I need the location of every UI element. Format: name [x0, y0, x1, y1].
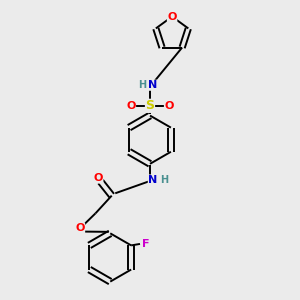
Text: O: O: [167, 12, 177, 22]
Text: H: H: [160, 175, 168, 185]
Text: O: O: [164, 101, 174, 111]
Text: H: H: [139, 80, 147, 90]
Text: S: S: [146, 99, 154, 112]
Text: O: O: [126, 101, 136, 111]
Text: N: N: [148, 175, 158, 185]
Text: O: O: [94, 173, 103, 183]
Text: O: O: [75, 223, 85, 233]
Text: F: F: [142, 239, 149, 249]
Text: N: N: [148, 80, 157, 90]
